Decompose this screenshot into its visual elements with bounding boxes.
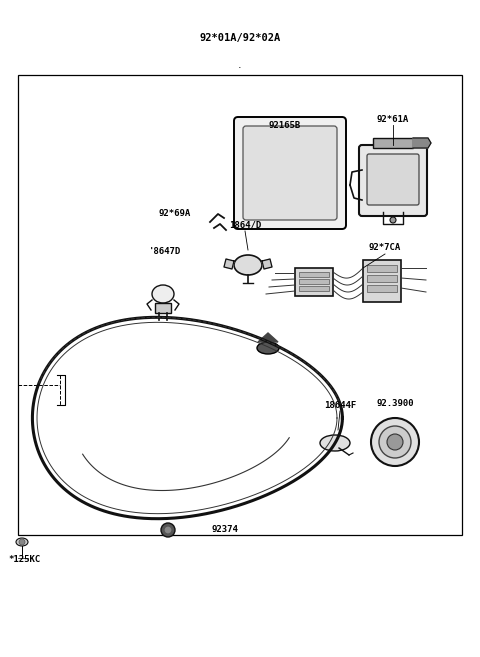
Bar: [299, 286, 329, 291]
Text: *125KC: *125KC: [9, 556, 41, 564]
FancyBboxPatch shape: [359, 145, 427, 216]
Text: 92*61A: 92*61A: [377, 116, 409, 124]
Circle shape: [161, 523, 175, 537]
Text: ·: ·: [238, 63, 242, 73]
Polygon shape: [224, 259, 234, 269]
Ellipse shape: [257, 342, 279, 354]
Circle shape: [387, 434, 403, 450]
Ellipse shape: [152, 285, 174, 303]
Text: 92165B: 92165B: [269, 120, 301, 129]
Bar: [363, 260, 401, 302]
Text: '8647D: '8647D: [149, 248, 181, 256]
Bar: [367, 265, 397, 272]
FancyBboxPatch shape: [367, 154, 419, 205]
Bar: [155, 303, 171, 313]
Polygon shape: [258, 333, 278, 342]
Text: 92.3900: 92.3900: [376, 399, 414, 407]
Circle shape: [379, 426, 411, 458]
Bar: [299, 272, 329, 277]
Bar: [367, 285, 397, 292]
Text: 92*01A/92*02A: 92*01A/92*02A: [199, 33, 281, 43]
Circle shape: [19, 539, 25, 545]
Text: 92374: 92374: [212, 526, 239, 535]
FancyBboxPatch shape: [234, 117, 346, 229]
Circle shape: [165, 527, 171, 533]
Text: 18644F: 18644F: [324, 401, 356, 409]
Text: 1864/D: 1864/D: [229, 221, 261, 229]
Bar: [373, 138, 413, 148]
Bar: [299, 279, 329, 284]
Ellipse shape: [320, 435, 350, 451]
Text: 92*69A: 92*69A: [159, 208, 191, 217]
Circle shape: [390, 217, 396, 223]
Bar: [295, 268, 333, 296]
Polygon shape: [413, 138, 431, 148]
Ellipse shape: [234, 255, 262, 275]
Circle shape: [371, 418, 419, 466]
Polygon shape: [262, 259, 272, 269]
Bar: [18, 75, 462, 535]
Text: 92*7CA: 92*7CA: [369, 244, 401, 252]
Ellipse shape: [16, 538, 28, 546]
FancyBboxPatch shape: [243, 126, 337, 220]
Bar: [367, 275, 397, 282]
